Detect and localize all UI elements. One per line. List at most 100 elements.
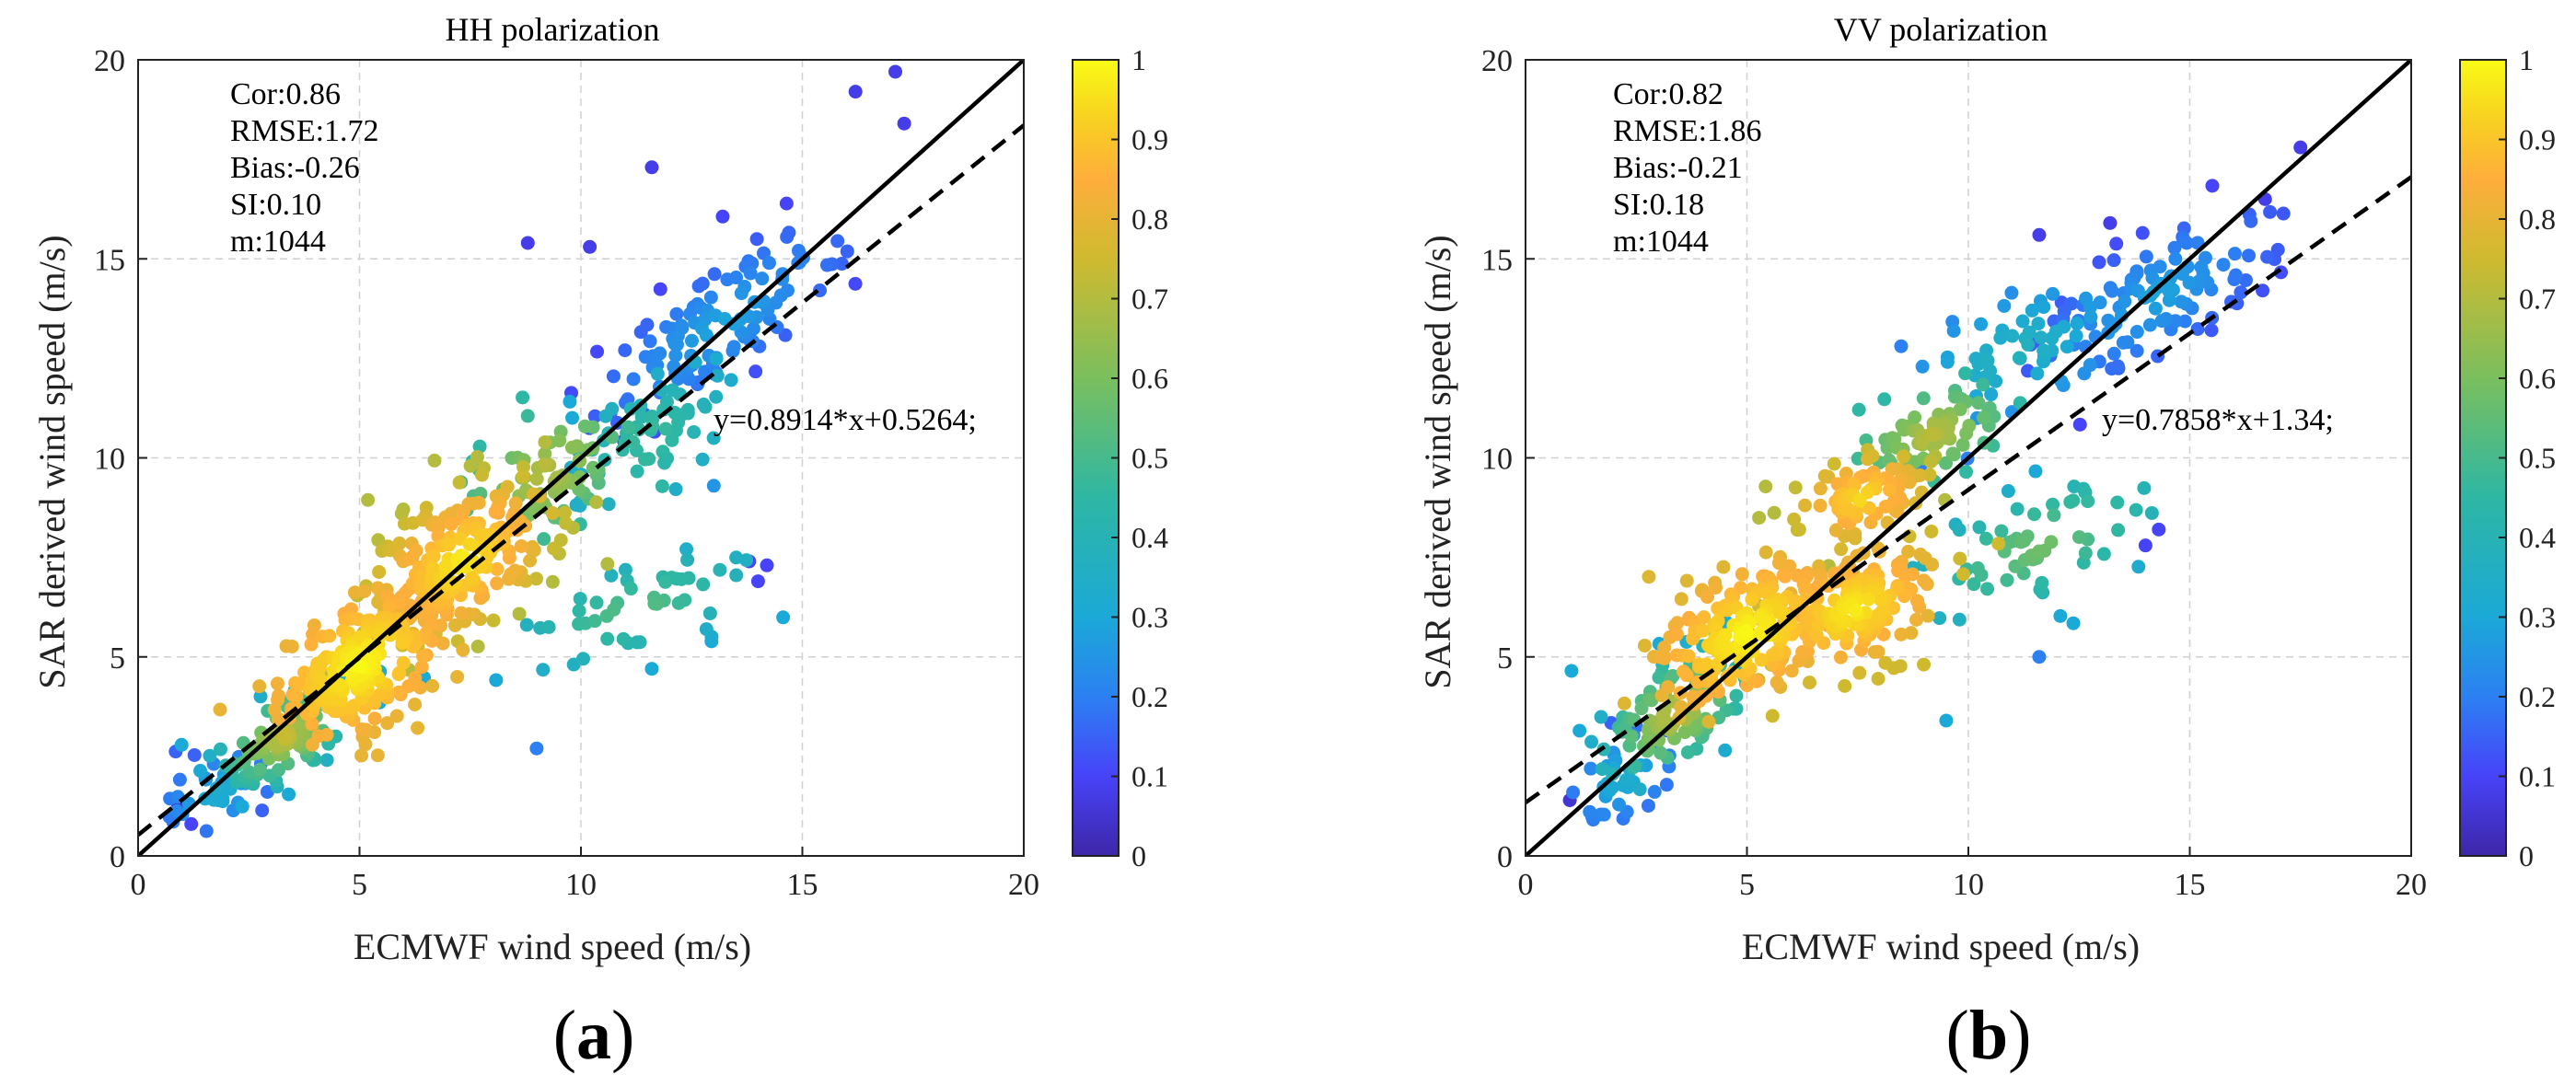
scatter-point [172, 772, 187, 787]
scatter-point [1788, 480, 1803, 495]
scatter-point [1848, 526, 1862, 541]
y-tick-label: 20 [1481, 44, 1513, 78]
scatter-point [519, 618, 534, 632]
scatter-point [382, 599, 397, 614]
scatter-point [1979, 343, 1994, 358]
scatter-point [650, 366, 665, 381]
y-tick-label: 0 [1497, 840, 1513, 874]
scatter-point [848, 85, 863, 99]
scatter-point [1821, 469, 1836, 484]
scatter-point [1908, 410, 1922, 425]
scatter-point [616, 631, 631, 646]
scatter-point [1772, 606, 1787, 620]
scatter-point [1674, 592, 1688, 607]
reference-lines [1526, 60, 2411, 856]
scatter-point [680, 552, 695, 567]
scatter-point [2030, 366, 2045, 381]
chart-title-a: HH polarization [446, 11, 660, 48]
scatter-point [1566, 785, 1581, 800]
y-tick-label: 0 [110, 840, 125, 874]
scatter-point [2260, 249, 2275, 264]
scatter-point [1594, 710, 1608, 724]
scatter-point [713, 562, 727, 577]
scatter-point [514, 538, 528, 553]
scatter-point [508, 496, 523, 511]
scatter-point [2162, 283, 2176, 298]
scatter-point [2010, 502, 2025, 516]
scatter-point [1634, 701, 1649, 716]
scatter-point [1924, 524, 1939, 538]
scatter-point [587, 614, 602, 629]
scatter-point [2204, 323, 2219, 338]
scatter-point [669, 572, 684, 586]
scatter-point [750, 574, 765, 589]
scatter-point [1765, 648, 1780, 663]
scatter-point [2234, 285, 2248, 300]
scatter-point [486, 613, 501, 628]
scatter-point [587, 409, 602, 423]
scatter-point [380, 716, 395, 731]
x-axis-label-b: ECMWF wind speed (m/s) [1742, 926, 2140, 967]
scatter-point [1778, 569, 1793, 583]
scatter-points [162, 64, 911, 838]
scatter-point [470, 639, 485, 653]
scatter-point [668, 348, 683, 363]
colorbar-tick-label: 0.4 [1131, 521, 1168, 554]
scatter-point [695, 452, 710, 467]
scatter-point [552, 433, 567, 448]
scatter-point [653, 346, 667, 361]
scatter-point [1583, 804, 1597, 819]
scatter-point [1976, 377, 1990, 392]
scatter-point [1980, 582, 1995, 596]
scatter-point [2137, 480, 2152, 495]
scatter-point [1991, 537, 2006, 551]
stats-line: SI:0.10 [230, 188, 321, 222]
colorbar-tick-label: 0.2 [2519, 680, 2556, 713]
stats-line: RMSE:1.72 [230, 114, 379, 148]
scatter-point [284, 639, 299, 653]
scatter-point [2116, 335, 2130, 350]
scatter-point [1584, 734, 1599, 749]
scatter-point [184, 816, 199, 831]
scatter-point [598, 409, 613, 423]
x-tick-label: 10 [565, 868, 597, 902]
scatter-point [1709, 580, 1723, 595]
stats-line: Bias:-0.21 [1613, 151, 1743, 185]
scatter-point [572, 604, 586, 618]
stats-line: Cor:0.86 [230, 77, 341, 111]
scatter-point [780, 229, 795, 244]
scatter-point [600, 631, 615, 646]
scatter-point [1811, 618, 1826, 633]
scatter-point [1918, 551, 1932, 566]
scatter-point [1894, 627, 1909, 641]
scatter-point [2021, 337, 2036, 352]
scatter-point [604, 568, 619, 583]
scatter-point [643, 334, 657, 349]
stats-line: SI:0.18 [1613, 188, 1704, 222]
scatter-point [354, 748, 369, 763]
scatter-point [729, 568, 744, 583]
scatter-point [1701, 714, 1716, 729]
scatter-point [2071, 530, 2086, 545]
scatter-point [2081, 494, 2095, 509]
scatter-point [516, 469, 530, 484]
scatter-point [1967, 577, 1981, 592]
scatter-point [2276, 206, 2291, 221]
colorbar-tick-label: 0.9 [1131, 123, 1168, 156]
scatter-point [557, 505, 572, 520]
scatter-point [426, 549, 441, 563]
scatter-point [702, 606, 717, 620]
scatter-point [644, 160, 659, 175]
scatter-point [1784, 664, 1799, 678]
scatter-point [2015, 314, 2030, 329]
scatter-point [1922, 468, 1937, 482]
scatter-point [1624, 729, 1639, 744]
scatter-point [537, 532, 551, 547]
scatter-point [456, 642, 470, 657]
scatter-point [746, 321, 760, 336]
panel-label-b: (b) [1946, 997, 2032, 1074]
scatter-point [1654, 745, 1668, 760]
scatter-point [2293, 140, 2308, 155]
scatter-point [332, 677, 347, 692]
